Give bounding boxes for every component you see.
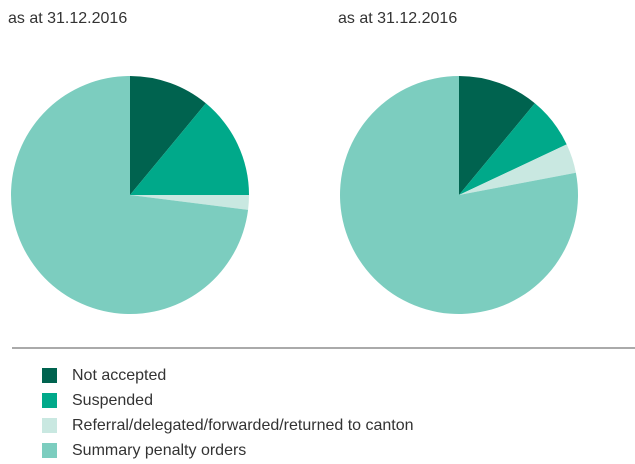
- legend-swatch: [42, 393, 57, 408]
- legend-swatch: [42, 418, 57, 433]
- pie-slice: [130, 195, 249, 210]
- legend-swatch: [42, 443, 57, 458]
- legend-label: Referral/delegated/forwarded/returned to…: [72, 417, 414, 434]
- pie-slice: [459, 76, 535, 195]
- pie-slice: [340, 76, 579, 314]
- legend-label: Summary penalty orders: [72, 442, 246, 459]
- legend-swatch: [42, 368, 57, 383]
- legend-label: Suspended: [72, 392, 153, 409]
- pie-slice: [459, 103, 567, 195]
- chart-title: as at 31.12.2016: [338, 10, 457, 27]
- pie-slice: [130, 103, 249, 195]
- pie-slice: [11, 76, 249, 315]
- pie-slice: [130, 76, 206, 195]
- pie-slice: [459, 144, 576, 195]
- legend-label: Not accepted: [72, 367, 166, 384]
- chart-title: as at 31.12.2016: [8, 10, 127, 27]
